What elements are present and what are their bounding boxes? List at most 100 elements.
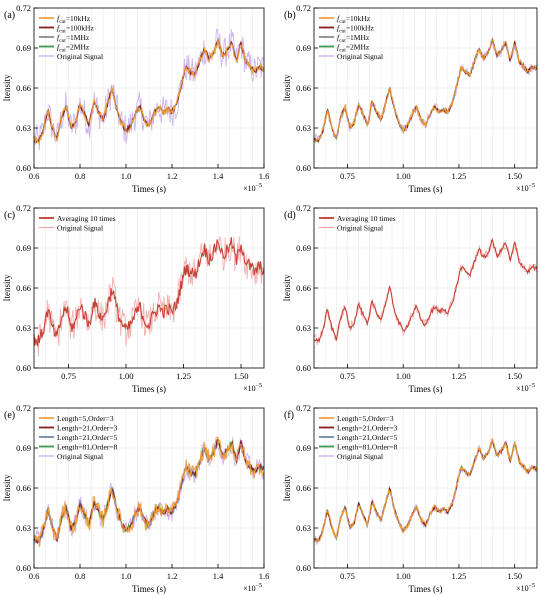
legend: Length=5,Order=3Length=21,Order=3Length=… <box>39 414 118 461</box>
y-tick-label: 0.72 <box>16 403 31 413</box>
y-tick-label: 0.60 <box>296 163 311 173</box>
x-tick-label: 1.6 <box>259 171 270 181</box>
x-axis-label: Times (s) <box>409 584 443 594</box>
y-axis-label: Itensity <box>2 274 12 301</box>
y-axis-label: Itensity <box>2 74 12 101</box>
legend-label: Original Signal <box>57 52 103 61</box>
x-multiplier-label: ×10−5 <box>516 583 535 593</box>
y-tick-label: 0.72 <box>16 203 31 213</box>
x-tick-label: 1.6 <box>259 571 270 581</box>
x-tick-label: 0.75 <box>340 371 355 381</box>
x-tick-label: 1.25 <box>452 371 467 381</box>
y-axis-label: Itensity <box>282 274 292 301</box>
y-tick-label: 0.66 <box>296 283 311 293</box>
y-tick-label: 0.60 <box>16 363 31 373</box>
x-tick-label: 0.75 <box>61 371 76 381</box>
legend: Length=5,Order=3Length=21,Order=3Length=… <box>319 414 398 461</box>
legend-label: Length=21,Order=3 <box>337 424 398 433</box>
x-tick-label: 1.50 <box>507 571 522 581</box>
x-tick-label: 1.0 <box>121 171 132 181</box>
y-tick-label: 0.66 <box>296 83 311 93</box>
x-tick-label: 1.4 <box>213 171 224 181</box>
legend-label: fcut=1MHz <box>337 33 370 44</box>
x-tick-label: 0.75 <box>340 171 355 181</box>
x-tick-label: 0.8 <box>75 171 86 181</box>
x-tick-label: 1.00 <box>119 371 134 381</box>
x-multiplier-label: ×10−5 <box>243 583 262 593</box>
legend-label: fcut=1MHz <box>57 33 90 44</box>
y-tick-label: 0.72 <box>296 3 311 13</box>
x-tick-label: 0.8 <box>75 571 86 581</box>
legend-label: Length=5,Order=3 <box>57 414 114 423</box>
legend-label: Original Signal <box>57 452 103 461</box>
series-line <box>313 238 538 343</box>
x-tick-label: 1.2 <box>167 171 178 181</box>
panel-label: (a) <box>4 10 15 21</box>
legend-label: Averaging 10 times <box>57 214 116 223</box>
panel-label: (c) <box>4 210 15 221</box>
x-axis-label: Times (s) <box>132 384 166 394</box>
legend: fcut=10kHzfcut=100kHzfcut=1MHzfcut=2MHzO… <box>319 14 383 61</box>
legend-label: Length=21,Order=5 <box>57 433 118 442</box>
y-tick-label: 0.63 <box>296 523 311 533</box>
legend-label: fcut=10kHz <box>57 14 91 25</box>
legend: fcut=10kHzfcut=100kHzfcut=1MHzfcut=2MHzO… <box>39 14 103 61</box>
series-line <box>33 436 265 547</box>
series-line <box>313 438 538 543</box>
y-tick-label: 0.60 <box>16 163 31 173</box>
x-tick-label: 1.50 <box>507 171 522 181</box>
legend-label: Original Signal <box>57 224 103 233</box>
x-tick-label: 1.25 <box>452 571 467 581</box>
x-multiplier-label: ×10−5 <box>243 183 262 193</box>
x-axis-label: Times (s) <box>132 584 166 594</box>
y-tick-label: 0.66 <box>16 283 31 293</box>
legend-label: fcut=10kHz <box>337 14 371 25</box>
y-tick-label: 0.66 <box>296 483 311 493</box>
legend-label: fcut=2MHz <box>57 43 90 54</box>
series-line <box>33 237 265 347</box>
y-tick-label: 0.66 <box>16 83 31 93</box>
series-line <box>313 40 538 144</box>
x-tick-label: 1.4 <box>213 571 224 581</box>
y-tick-label: 0.63 <box>16 123 31 133</box>
y-tick-label: 0.69 <box>16 443 31 453</box>
y-tick-label: 0.63 <box>296 323 311 333</box>
x-multiplier-label: ×10−5 <box>516 183 535 193</box>
chart-panel: 0.60 0.63 0.66 0.69 0.72 0.6 0.8 1.0 1.2 1.4 1.6 Ti… <box>2 403 269 594</box>
y-tick-label: 0.72 <box>16 3 31 13</box>
chart-panel: 0.60 0.63 0.66 0.69 0.72 0.75 1.00 1.25 1.50 Time… <box>282 403 538 594</box>
y-axis-label: Itensity <box>282 74 292 101</box>
y-tick-label: 0.72 <box>296 203 311 213</box>
x-tick-label: 1.2 <box>167 571 178 581</box>
y-tick-label: 0.72 <box>296 403 311 413</box>
y-tick-label: 0.60 <box>296 563 311 573</box>
y-tick-label: 0.60 <box>16 563 31 573</box>
x-multiplier-label: ×10−5 <box>243 383 262 393</box>
y-tick-label: 0.63 <box>16 523 31 533</box>
chart-panel: 0.60 0.63 0.66 0.69 0.72 0.75 1.00 1.25 1.50 Time… <box>2 203 265 394</box>
x-axis-label: Times (s) <box>409 184 443 194</box>
chart-panel: 0.60 0.63 0.66 0.69 0.72 0.6 0.8 1.0 1.2 1.4 1.6 Ti… <box>2 3 269 194</box>
y-tick-label: 0.66 <box>16 483 31 493</box>
legend-label: Original Signal <box>337 52 383 61</box>
panel-label: (f) <box>284 410 294 421</box>
x-tick-label: 1.00 <box>396 371 411 381</box>
legend-label: fcut=2MHz <box>337 43 370 54</box>
y-tick-label: 0.69 <box>296 243 311 253</box>
legend-label: fcut=100kHz <box>337 24 374 35</box>
legend-label: Length=81,Order=8 <box>57 443 118 452</box>
legend-label: Length=81,Order=8 <box>337 443 398 452</box>
y-tick-label: 0.60 <box>296 363 311 373</box>
y-tick-label: 0.69 <box>16 243 31 253</box>
y-axis-label: Itensity <box>2 474 12 501</box>
x-tick-label: 1.00 <box>396 171 411 181</box>
series-line <box>33 38 265 146</box>
x-tick-label: 1.50 <box>234 371 249 381</box>
panel-label: (e) <box>4 410 15 421</box>
x-tick-label: 1.25 <box>452 171 467 181</box>
panel-label: (b) <box>284 10 296 21</box>
x-tick-label: 1.00 <box>396 571 411 581</box>
